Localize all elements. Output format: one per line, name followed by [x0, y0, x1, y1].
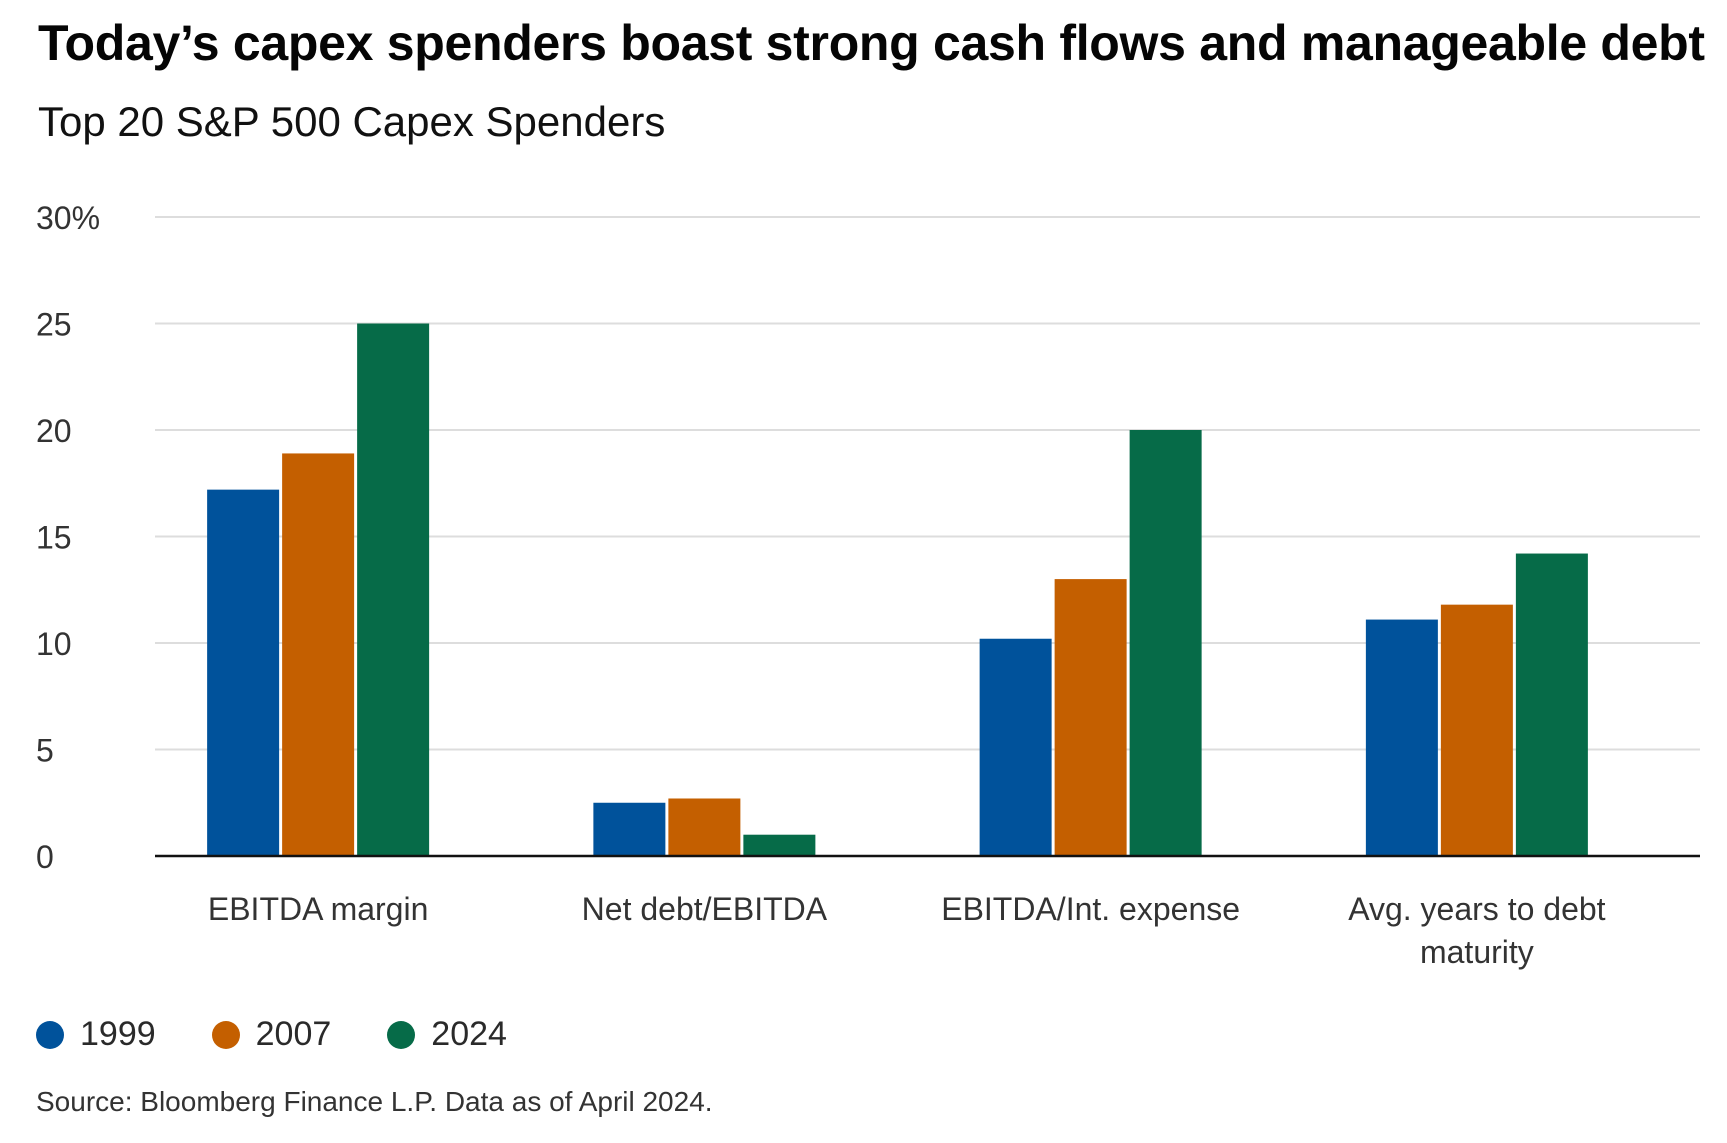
- bar-2024-2: [743, 834, 816, 856]
- bars: [207, 323, 1588, 856]
- y-tick-label-0: 0: [36, 839, 54, 875]
- source-note: Source: Bloomberg Finance L.P. Data as o…: [36, 1086, 713, 1117]
- x-tick-label-2: Net debt/EBITDA: [582, 891, 828, 927]
- y-tick-label-15: 15: [36, 520, 72, 556]
- y-tick-label-25: 25: [36, 307, 72, 343]
- legend-label-2007: 2007: [255, 1015, 332, 1053]
- legend-swatch-1999: [36, 1020, 64, 1049]
- legend-item-1999: 1999: [36, 1015, 156, 1054]
- x-tick-label-1: EBITDA margin: [208, 891, 429, 927]
- chart-title: Today’s capex spenders boast strong cash…: [38, 15, 1705, 71]
- legend-swatch-2024: [387, 1020, 416, 1049]
- legend-item-2007: 2007: [211, 1015, 332, 1054]
- bar-2024-4: [1515, 553, 1588, 856]
- bar-2007-3: [1054, 579, 1127, 856]
- bar-2007-4: [1440, 604, 1513, 856]
- legend-label-2024: 2024: [431, 1015, 507, 1053]
- y-tick-label-20: 20: [36, 413, 72, 449]
- bar-2024-1: [357, 323, 430, 856]
- bar-2007-2: [668, 798, 741, 856]
- bar-chart: 0 5 10 15 20 25 30% EBITDA margin Net debt/EBIT…: [36, 200, 1700, 970]
- y-tick-label-10: 10: [36, 626, 72, 662]
- legend-swatch-2007: [211, 1020, 240, 1049]
- y-tick-label-5: 5: [36, 733, 54, 769]
- x-tick-label-3: EBITDA/Int. expense: [941, 891, 1240, 927]
- y-axis-ticks: 0 5 10 15 20 25 30%: [36, 200, 100, 875]
- bar-1999-4: [1365, 619, 1438, 856]
- bar-1999-1: [207, 489, 280, 856]
- bar-1999-2: [593, 802, 666, 856]
- bar-2024-3: [1129, 430, 1202, 856]
- bar-2007-1: [282, 453, 355, 856]
- chart-subtitle: Top 20 S&P 500 Capex Spenders: [38, 98, 666, 145]
- legend-label-1999: 1999: [80, 1015, 156, 1053]
- x-axis-labels: EBITDA margin Net debt/EBITDA EBITDA/Int. …: [208, 891, 1606, 970]
- bar-1999-3: [979, 638, 1052, 856]
- legend: 1999 2007 2024: [36, 1015, 563, 1054]
- x-tick-label-4: Avg. years to debt maturity: [1348, 891, 1605, 970]
- y-tick-label-30: 30%: [36, 200, 100, 236]
- legend-item-2024: 2024: [387, 1015, 507, 1054]
